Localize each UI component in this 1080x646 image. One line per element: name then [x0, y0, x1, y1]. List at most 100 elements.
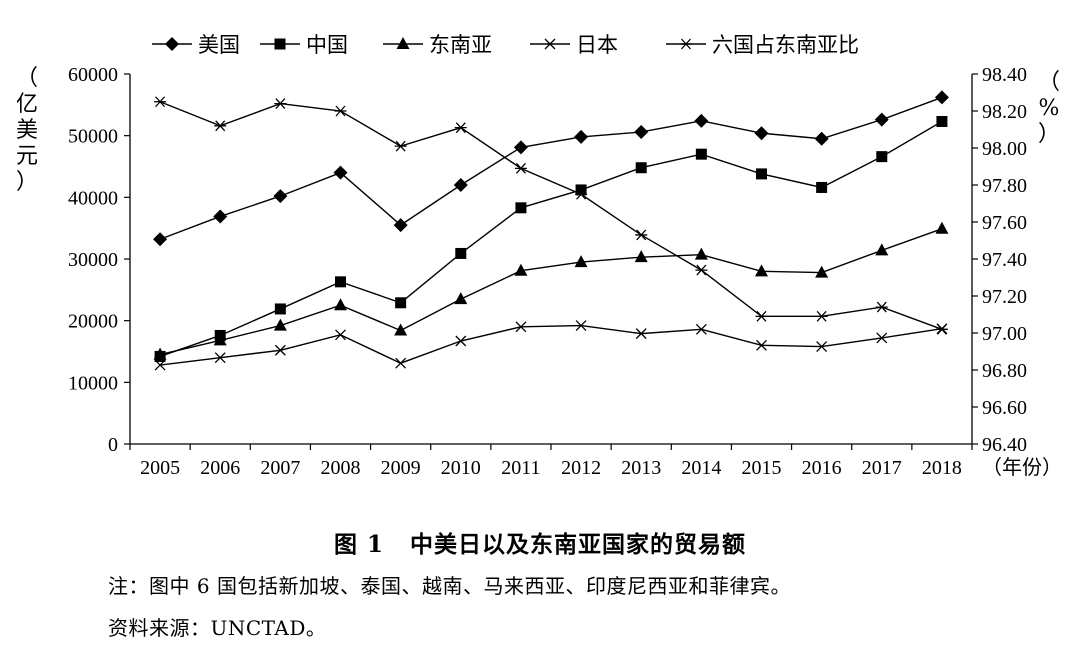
data-point-x: [335, 329, 346, 341]
data-point-diamond: [634, 124, 649, 139]
data-point-x: [455, 335, 467, 347]
data-point-x: [575, 320, 587, 332]
figure-number: 图 1: [333, 531, 384, 558]
data-point-star: [635, 229, 648, 241]
left-axis-tick-label: 20000: [68, 311, 118, 333]
data-point-diamond: [814, 131, 829, 146]
legend-label: 东南亚: [429, 33, 492, 57]
right-axis-tick-label: 96.60: [982, 397, 1027, 419]
data-point-triangle: [334, 298, 347, 311]
legend-marker-triangle: [396, 37, 410, 49]
legend-label: 日本: [576, 33, 618, 57]
data-point-star: [514, 162, 527, 174]
x-axis-unit-label: （年份）: [982, 456, 1062, 479]
data-point-star: [695, 264, 708, 276]
data-point-x: [695, 323, 707, 335]
data-point-square: [274, 303, 286, 315]
data-point-triangle: [574, 255, 588, 268]
trade-line-chart: 0 10000 20000 30000 40000 50000 60000 96.40 96.6…: [68, 33, 1062, 479]
figure-title: 中美日以及东南亚国家的贸易额: [410, 531, 746, 558]
series-line-diamond: [159, 96, 943, 240]
left-axis-tick-label: 60000: [68, 64, 118, 86]
data-point-diamond: [874, 112, 889, 127]
x-axis-tick-label: 2011: [501, 457, 540, 479]
data-point-triangle: [213, 333, 227, 346]
data-point-square: [635, 162, 647, 174]
right-axis-tick-label: 96.40: [982, 434, 1027, 456]
right-axis-label: （%）: [1037, 70, 1060, 147]
data-point-square: [515, 202, 527, 214]
figure-caption: 图 1 中美日以及东南亚国家的贸易额: [0, 525, 1080, 559]
data-point-x: [214, 352, 226, 364]
data-point-star: [274, 98, 287, 110]
legend-marker-star: [680, 38, 692, 50]
x-axis-tick-label: 2015: [742, 457, 782, 479]
data-point-star: [154, 96, 167, 108]
data-point-triangle: [755, 264, 768, 277]
data-point-square: [876, 151, 888, 163]
x-axis-tick-label: 2017: [862, 457, 902, 479]
data-point-diamond: [694, 113, 709, 128]
data-point-x: [635, 328, 647, 340]
left-axis-tick-label: 0: [108, 434, 118, 456]
x-axis-tick-label: 2009: [381, 457, 421, 479]
data-point-triangle: [394, 323, 408, 336]
data-point-diamond: [393, 218, 408, 233]
left-axis-tick-label: 40000: [68, 187, 118, 209]
data-point-x: [274, 344, 286, 356]
right-axis-tick-label: 98.40: [982, 64, 1027, 86]
data-point-star: [935, 323, 948, 335]
series-line-star: [159, 101, 943, 330]
right-axis-tick-label: 98.00: [982, 138, 1027, 160]
figure-note: 注：图中 6 国包括新加坡、泰国、越南、马来西亚、印度尼西亚和菲律宾。: [108, 574, 791, 598]
x-axis-tick-label: 2005: [140, 457, 180, 479]
data-point-triangle: [935, 221, 949, 234]
data-point-square: [455, 247, 467, 259]
right-axis-tick-label: 97.00: [982, 323, 1027, 345]
x-axis-tick-label: 2008: [321, 457, 361, 479]
legend-marker-x: [544, 38, 556, 50]
right-axis-tick-label: 97.60: [982, 212, 1027, 234]
data-point-triangle: [875, 243, 889, 256]
data-source: 资料来源：UNCTAD。: [108, 616, 327, 640]
right-axis-tick-label: 96.80: [982, 360, 1027, 382]
data-point-square: [816, 181, 828, 193]
right-axis-tick-label: 97.20: [982, 286, 1027, 308]
x-axis-tick-label: 2014: [681, 457, 721, 479]
left-axis-tick-label: 10000: [68, 372, 118, 394]
x-axis-tick-label: 2006: [200, 457, 240, 479]
data-point-star: [755, 310, 768, 322]
x-axis-tick-label: 2010: [441, 457, 481, 479]
data-point-star: [214, 120, 227, 132]
data-point-triangle: [153, 347, 167, 360]
data-point-x: [876, 332, 888, 344]
data-point-triangle: [514, 263, 528, 276]
series-line-square: [159, 120, 943, 358]
x-axis-tick-label: 2012: [561, 457, 601, 479]
x-axis-tick-label: 2007: [260, 457, 300, 479]
data-point-diamond: [333, 165, 348, 180]
data-point-star: [394, 140, 407, 152]
data-point-triangle: [694, 247, 708, 260]
data-point-triangle: [273, 318, 287, 331]
data-point-star: [575, 188, 588, 200]
right-axis-tick-label: 97.40: [982, 249, 1027, 271]
data-point-diamond: [934, 90, 949, 105]
data-point-triangle: [634, 250, 648, 263]
data-point-triangle: [815, 265, 829, 278]
data-point-star: [875, 301, 888, 313]
data-point-x: [515, 321, 527, 333]
legend-label: 美国: [198, 33, 240, 57]
data-point-triangle: [454, 292, 468, 305]
data-point-diamond: [453, 178, 468, 192]
data-point-diamond: [754, 126, 769, 141]
series-line-x: [159, 324, 943, 366]
legend-label: 六国占东南亚比: [712, 33, 859, 57]
data-point-x: [154, 359, 166, 371]
data-point-square: [575, 184, 587, 196]
left-axis-tick-label: 50000: [68, 126, 118, 148]
data-point-square: [756, 168, 767, 180]
data-point-x: [816, 341, 828, 353]
data-point-star: [454, 122, 467, 134]
data-point-square: [335, 276, 346, 288]
